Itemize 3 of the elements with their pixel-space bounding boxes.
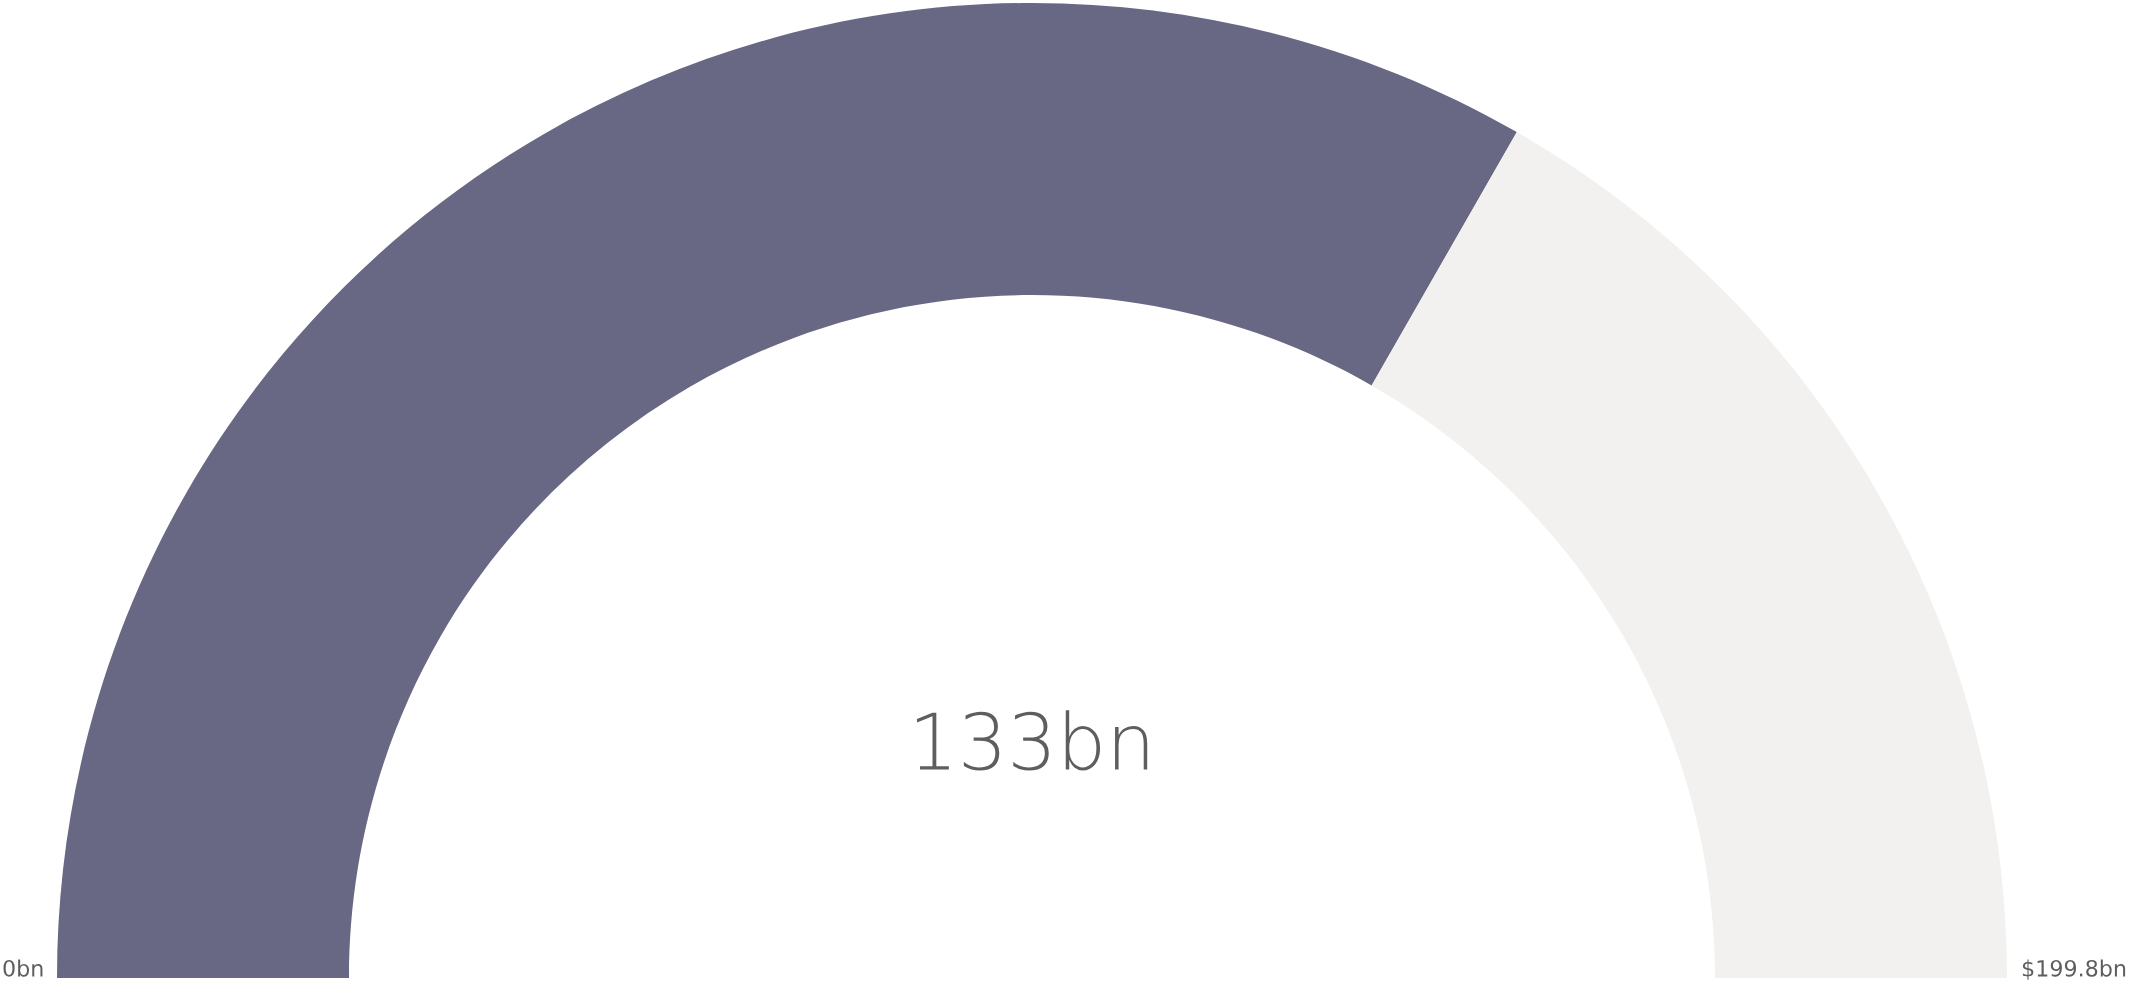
data-label: 133bn — [916, 710, 1148, 771]
text: $199.8bn — [2022, 959, 2126, 980]
text: 0bn — [3, 959, 43, 977]
